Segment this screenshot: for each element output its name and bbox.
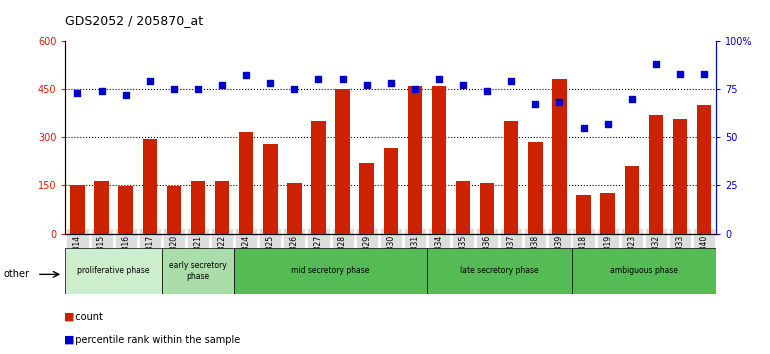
Bar — [571, 248, 716, 294]
Point — [192, 86, 204, 92]
Bar — [601, 193, 615, 234]
Point — [144, 78, 156, 84]
Bar — [142, 139, 157, 234]
Bar — [383, 148, 398, 234]
Point — [505, 78, 517, 84]
Point — [674, 71, 686, 76]
Bar — [119, 186, 133, 234]
Text: mid secretory phase: mid secretory phase — [291, 266, 370, 275]
Bar — [480, 183, 494, 234]
Point — [288, 86, 300, 92]
Point — [360, 82, 373, 88]
Point — [216, 82, 228, 88]
Text: count: count — [69, 312, 103, 322]
Point — [336, 76, 349, 82]
Bar — [336, 89, 350, 234]
Point — [578, 125, 590, 130]
Point — [554, 99, 566, 105]
Bar — [697, 105, 711, 234]
Bar — [95, 181, 109, 234]
Point — [119, 92, 132, 98]
Bar — [70, 185, 85, 234]
Bar — [673, 120, 687, 234]
Text: proliferative phase: proliferative phase — [78, 266, 150, 275]
Text: GDS2052 / 205870_at: GDS2052 / 205870_at — [65, 13, 203, 27]
Bar — [528, 142, 543, 234]
Point — [409, 86, 421, 92]
Point — [650, 61, 662, 67]
Point — [698, 71, 710, 76]
Text: other: other — [3, 269, 29, 279]
Bar — [234, 248, 427, 294]
Bar — [624, 166, 639, 234]
Bar — [360, 163, 374, 234]
Bar — [407, 86, 422, 234]
Bar — [552, 79, 567, 234]
Text: late secretory phase: late secretory phase — [460, 266, 538, 275]
Point — [625, 96, 638, 101]
Point — [601, 121, 614, 126]
Bar — [311, 121, 326, 234]
Bar — [427, 248, 571, 294]
Text: ■: ■ — [64, 312, 75, 322]
Point — [264, 80, 276, 86]
Bar — [432, 86, 446, 234]
Bar — [215, 181, 229, 234]
Bar — [576, 195, 591, 234]
Point — [72, 90, 84, 96]
Bar — [504, 121, 518, 234]
Bar — [191, 181, 206, 234]
Bar — [456, 181, 470, 234]
Point — [481, 88, 494, 94]
Text: early secretory
phase: early secretory phase — [169, 261, 227, 280]
Text: ■: ■ — [64, 335, 75, 345]
Point — [240, 73, 253, 78]
Bar — [648, 115, 663, 234]
Bar — [287, 183, 302, 234]
Point — [457, 82, 469, 88]
Bar — [166, 186, 181, 234]
Bar — [239, 132, 253, 234]
Point — [168, 86, 180, 92]
Bar — [65, 248, 162, 294]
Bar — [263, 144, 277, 234]
Point — [313, 76, 325, 82]
Point — [433, 76, 445, 82]
Point — [95, 88, 108, 94]
Text: ambiguous phase: ambiguous phase — [610, 266, 678, 275]
Point — [384, 80, 397, 86]
Text: percentile rank within the sample: percentile rank within the sample — [69, 335, 240, 346]
Point — [529, 102, 541, 107]
Bar — [162, 248, 234, 294]
